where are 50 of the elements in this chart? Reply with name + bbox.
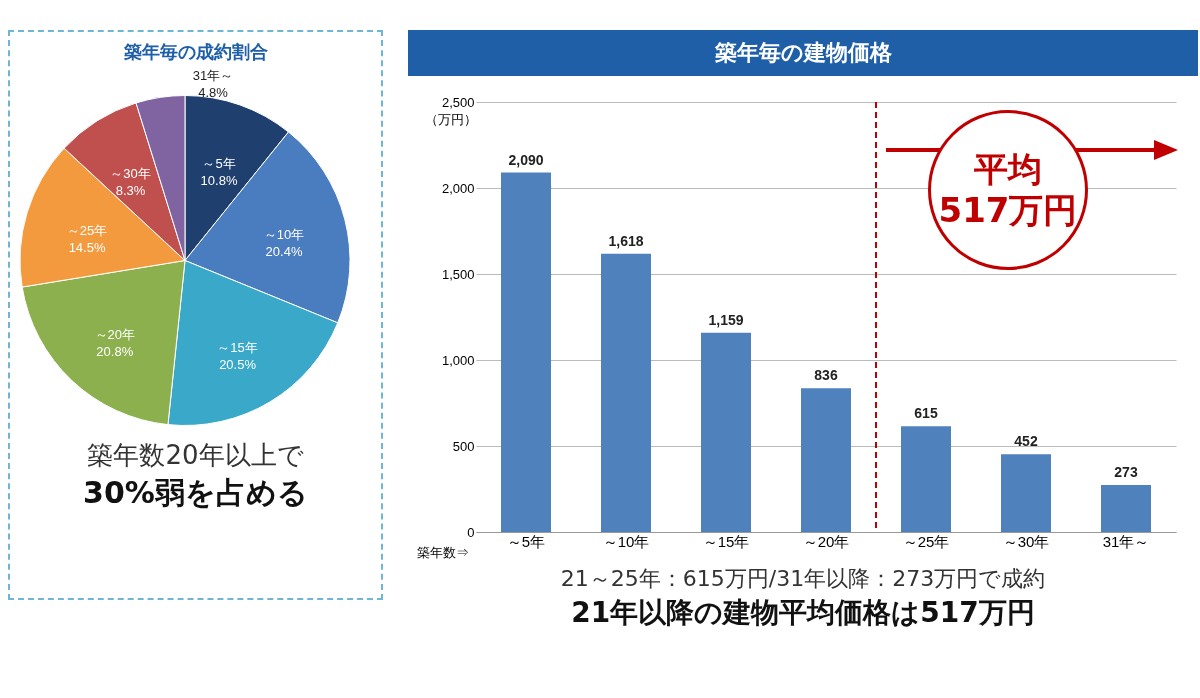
- data-label: 20.5%: [219, 357, 257, 373]
- x-tick-label: ～20年: [802, 532, 850, 550]
- data-label: 20.8%: [96, 343, 134, 359]
- data-label: 10.8%: [200, 173, 238, 189]
- data-label: 1,618: [608, 232, 644, 249]
- data-label: 1,159: [708, 311, 744, 328]
- y-tick-label: 1,500: [441, 266, 475, 282]
- y-tick-label: 1,000: [441, 352, 475, 368]
- slice-label: ～25年: [66, 222, 108, 238]
- slice-label: ～15年: [217, 340, 258, 356]
- data-label: 2,090: [508, 151, 544, 168]
- bar: [1001, 454, 1051, 532]
- slice-label: 31年～: [192, 67, 234, 83]
- bar: [601, 253, 651, 532]
- y-tick-label: 2,000: [441, 180, 475, 196]
- slice-label: ～30年: [110, 165, 151, 181]
- x-tick-label: ～25年: [902, 532, 950, 550]
- chart-title: 築年毎の建物価格: [408, 30, 1198, 76]
- data-label: 836: [814, 367, 838, 384]
- bar: [901, 426, 951, 532]
- y-axis-title: （万円）: [424, 111, 477, 127]
- data-label: 20.4%: [265, 243, 303, 259]
- x-axis-title: 築年数⇒: [416, 544, 469, 560]
- chart-title: 築年毎の成約割合: [122, 40, 269, 64]
- text: 21年以降の建物平均価格は517万円: [570, 595, 1036, 631]
- text: 30%弱を占める: [82, 474, 309, 512]
- bar: [701, 332, 751, 532]
- x-tick-label: ～15年: [702, 532, 750, 550]
- slice-label: ～20年: [94, 326, 136, 342]
- x-tick-label: 31年～: [1102, 532, 1150, 550]
- slice-label: ～10年: [263, 226, 305, 242]
- data-label: 273: [1114, 464, 1138, 481]
- text: 21～25年：615万円/31年以降：273万円で成約: [559, 565, 1047, 593]
- data-label: 4.8%: [198, 84, 229, 100]
- y-tick-label: 500: [452, 438, 475, 454]
- y-tick-label: 2,500: [441, 94, 475, 110]
- data-label: 8.3%: [115, 182, 146, 198]
- bar: [801, 388, 851, 532]
- data-label: 14.5%: [68, 239, 106, 255]
- data-label: 452: [1014, 433, 1038, 450]
- annotation: 平均 517万円: [928, 110, 1088, 270]
- x-tick-label: ～30年: [1002, 532, 1050, 550]
- text: 築年数20年以上で: [86, 439, 305, 472]
- bar: [501, 172, 551, 532]
- y-tick-label: 0: [467, 524, 475, 540]
- data-label: 615: [914, 405, 938, 422]
- slice-label: ～5年: [202, 156, 236, 172]
- x-tick-label: ～10年: [602, 532, 650, 550]
- bar: [1101, 485, 1151, 532]
- x-tick-label: ～5年: [506, 532, 546, 550]
